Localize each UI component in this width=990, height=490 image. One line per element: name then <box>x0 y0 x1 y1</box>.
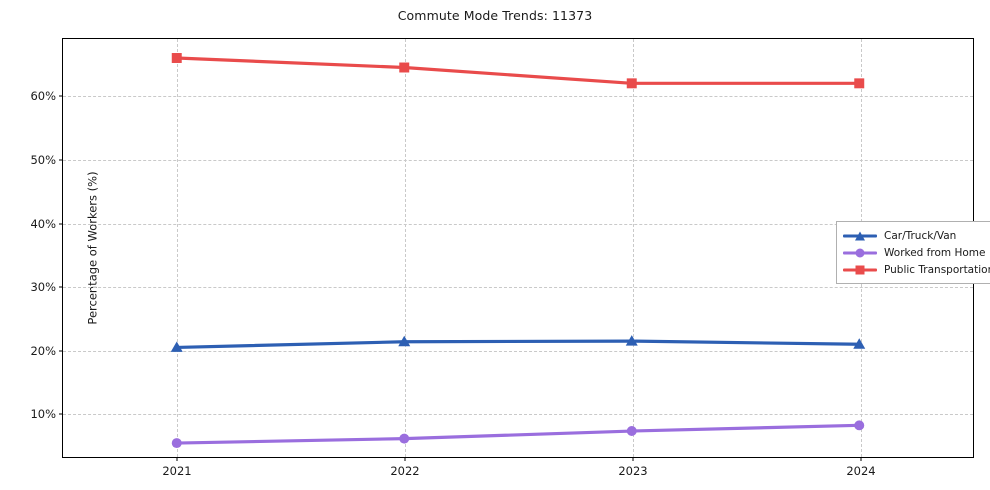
y-gridline <box>63 159 973 161</box>
plot-area: Percentage of Workers (%) 10% 20% 30% 40% 50… <box>30 38 974 478</box>
y-tick-mark <box>59 223 63 225</box>
legend-swatch <box>843 263 877 277</box>
series-car-truck-van <box>170 335 866 352</box>
y-tick-label: 20% <box>30 343 56 358</box>
series-lines <box>170 53 866 449</box>
x-tick-mark <box>860 457 862 461</box>
series-line <box>175 423 861 445</box>
series-public-transportation <box>171 53 865 89</box>
legend-marker-square-icon <box>855 265 865 274</box>
data-point-marker <box>399 433 410 444</box>
x-gridline <box>633 39 634 457</box>
x-gridline <box>405 39 406 457</box>
legend-item[interactable]: Public Transportation <box>843 261 990 278</box>
data-point-marker <box>171 53 182 63</box>
y-gridline <box>63 414 973 416</box>
y-gridline <box>63 223 973 225</box>
x-tick-label: 2022 <box>390 464 420 478</box>
x-gridline <box>177 39 178 457</box>
y-tick-label: 50% <box>30 152 56 167</box>
y-tick-label: 10% <box>30 407 56 422</box>
data-point-marker <box>399 62 410 73</box>
y-gridline <box>63 96 973 98</box>
x-tick-mark <box>176 457 178 461</box>
x-tick-label: 2021 <box>162 464 192 478</box>
legend-swatch <box>843 229 877 243</box>
x-tick-mark <box>404 457 406 461</box>
data-point-marker <box>398 335 411 347</box>
series-worked-from-home <box>171 420 865 449</box>
data-point-marker <box>171 438 182 449</box>
legend-label: Public Transportation <box>884 263 990 276</box>
y-gridline <box>63 350 973 352</box>
legend-item[interactable]: Car/Truck/Van <box>843 227 990 244</box>
x-tick-label: 2023 <box>618 464 648 478</box>
y-tick-mark <box>59 286 63 288</box>
legend-marker-triangle-icon <box>855 231 865 240</box>
y-tick-mark <box>59 413 63 415</box>
y-tick-label: 60% <box>30 89 56 104</box>
legend-marker-circle-icon <box>855 248 865 257</box>
series-line <box>175 339 861 350</box>
y-tick-mark <box>59 350 63 352</box>
data-point-marker <box>854 420 865 431</box>
y-tick-label: 30% <box>30 280 56 295</box>
legend-swatch <box>843 246 877 260</box>
y-tick-mark <box>59 95 63 97</box>
series-line <box>175 56 861 85</box>
data-point-marker <box>626 426 637 437</box>
data-point-marker <box>626 78 637 89</box>
y-tick-mark <box>59 159 63 161</box>
chart-legend: Car/Truck/Van Worked from Home Public Tran… <box>836 221 990 284</box>
data-point-marker <box>625 335 638 346</box>
data-point-marker <box>170 341 183 352</box>
legend-label: Car/Truck/Van <box>884 229 957 242</box>
x-tick-mark <box>632 457 634 461</box>
legend-item[interactable]: Worked from Home <box>843 244 990 261</box>
x-tick-label: 2024 <box>846 464 876 478</box>
y-tick-label: 40% <box>30 216 56 231</box>
y-gridline <box>63 287 973 289</box>
chart-title: Commute Mode Trends: 11373 <box>397 8 593 23</box>
data-point-marker <box>853 338 866 349</box>
grid-and-ticks: 10% 20% 30% 40% 50% 60% 2021 2022 2023 2024 <box>30 39 973 478</box>
legend-label: Worked from Home <box>884 246 986 259</box>
data-point-marker <box>854 78 865 89</box>
